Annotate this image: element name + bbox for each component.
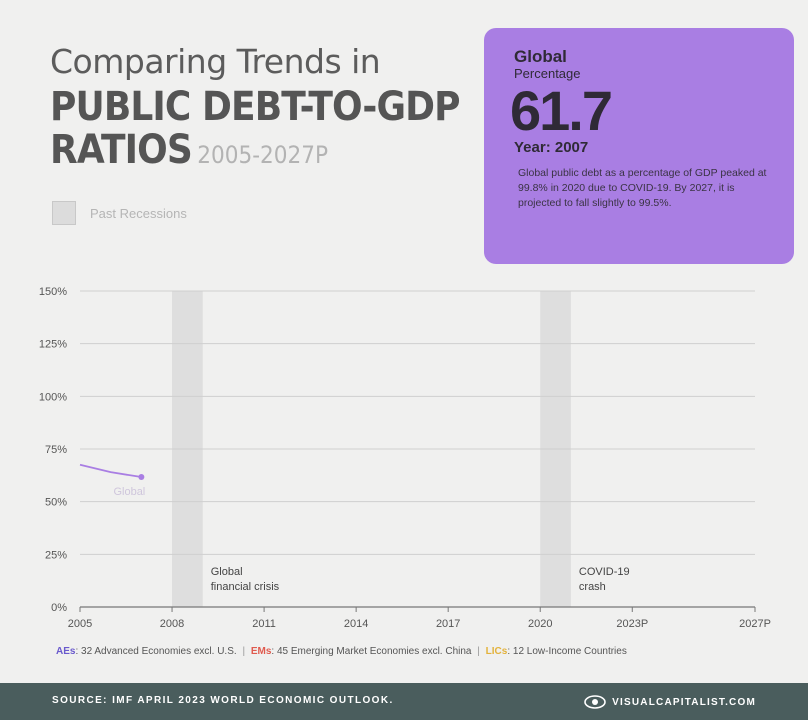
y-tick-label: 150% — [39, 286, 67, 298]
y-tick-label: 0% — [51, 602, 67, 614]
title-years: 2005-2027P — [197, 141, 329, 169]
card-description: Global public debt as a percentage of GD… — [518, 167, 767, 209]
series-lines: Global — [79, 463, 145, 498]
recession-legend: Past Recessions — [52, 201, 187, 225]
x-tick-label: 2023P — [616, 618, 648, 630]
card-subheading: Percentage — [514, 66, 581, 81]
info-card: Global Percentage 61.7 Year: 2007 Global… — [484, 28, 794, 264]
recession-label: financial crisis — [211, 581, 280, 593]
footer-source: SOURCE: IMF APRIL 2023 WORLD ECONOMIC OU… — [52, 695, 394, 706]
separator-2: | — [477, 646, 480, 657]
series-line-global — [79, 463, 142, 478]
lics-text: : 12 Low-Income Countries — [507, 646, 627, 657]
brand-name: VISUALCAPITALIST.COM — [612, 696, 756, 708]
card-heading: Global — [514, 47, 567, 66]
y-tick-label: 75% — [45, 444, 67, 456]
title-ratios: RATIOS — [50, 127, 193, 173]
x-tick-label: 2014 — [344, 618, 368, 630]
x-tick-label: 2011 — [252, 618, 276, 630]
page-title-line1: Comparing Trends in — [50, 42, 381, 81]
x-tick-label: 2027P — [739, 618, 771, 630]
recession-label: COVID-19 — [579, 566, 630, 578]
x-tick-label: 2020 — [528, 618, 552, 630]
x-tick-label: 2017 — [436, 618, 460, 630]
y-tick-label: 25% — [45, 549, 67, 561]
recession-label: Global — [211, 566, 243, 578]
lics-key: LICs — [485, 646, 508, 657]
debt-chart: Global financial crisis COVID-19 crash 0% 25… — [39, 286, 771, 630]
ems-text: : 45 Emerging Market Economies excl. Chi… — [271, 646, 472, 657]
y-tick-label: 100% — [39, 391, 67, 403]
economies-key: AEs: 32 Advanced Economies excl. U.S. | … — [56, 646, 627, 657]
aes-key: AEs — [56, 646, 76, 657]
ems-key: EMs — [250, 646, 272, 657]
recession-label: crash — [579, 581, 606, 593]
y-tick-label: 50% — [45, 497, 67, 509]
card-year: Year: 2007 — [514, 139, 589, 156]
grid-lines — [80, 290, 755, 608]
series-endpoint — [138, 474, 145, 481]
footer-brand[interactable]: VISUALCAPITALIST.COM — [584, 695, 756, 709]
y-tick-label: 125% — [39, 339, 67, 351]
x-tick-label: 2008 — [160, 618, 184, 630]
footer: SOURCE: IMF APRIL 2023 WORLD ECONOMIC OU… — [0, 683, 808, 720]
aes-text: : 32 Advanced Economies excl. U.S. — [75, 646, 237, 657]
x-tick-label: 2005 — [68, 618, 92, 630]
series-label: Global — [113, 486, 145, 498]
page-title-line2: PUBLIC DEBT-TO-GDP — [50, 84, 460, 130]
legend-swatch — [52, 201, 76, 225]
y-tick-labels: 0% 25% 50% 75% 100% 125% 150% — [39, 286, 67, 614]
separator-1: | — [242, 646, 246, 657]
visual-capitalist-logo-icon — [584, 695, 606, 709]
page-title-line3: RATIOS 2005-2027P — [50, 127, 328, 173]
legend-label: Past Recessions — [90, 205, 187, 221]
x-tick-labels: 2005 2008 2011 2014 2017 2020 2023P 2027P — [68, 607, 771, 630]
card-value: 61.7 — [510, 79, 613, 142]
